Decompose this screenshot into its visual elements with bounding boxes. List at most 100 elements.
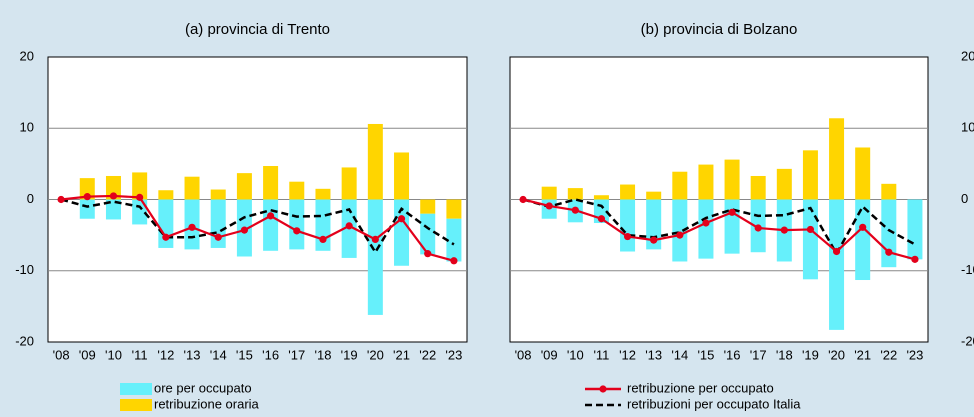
x-tick-label: '20 <box>828 347 845 362</box>
line-marker <box>832 247 841 256</box>
bar: retribuzione oraria <box>158 190 174 200</box>
bar: retribuzione oraria <box>236 173 252 200</box>
y-tick-label: -20 <box>961 333 974 348</box>
bar: ore per occupato <box>802 199 818 280</box>
bar: retribuzione oraria <box>105 175 121 200</box>
x-tick-label: '19 <box>802 347 819 362</box>
x-tick-label: '16 <box>724 347 741 362</box>
bar: ore per occupato <box>724 199 740 254</box>
line-marker <box>240 226 249 234</box>
legend-swatch <box>120 399 152 411</box>
bar: retribuzione oraria <box>541 186 557 200</box>
bar: ore per occupato <box>646 199 662 250</box>
line-marker <box>702 219 710 227</box>
bar: retribuzione oraria <box>184 176 200 200</box>
legend-label: ore per occupato <box>154 380 252 395</box>
y-tick-label: 20 <box>961 48 974 63</box>
bar: ore per occupato <box>132 199 148 225</box>
bar: retribuzione oraria <box>263 166 279 200</box>
x-tick-label: '10 <box>567 347 584 362</box>
x-tick-label: '21 <box>854 347 871 362</box>
line-marker <box>754 224 762 232</box>
bar: retribuzione oraria <box>829 118 845 200</box>
legend-label: retribuzione oraria <box>154 396 260 411</box>
x-tick-label: '11 <box>132 347 148 362</box>
bar: retribuzione oraria <box>855 147 871 200</box>
bar: ore per occupato <box>829 199 845 330</box>
line-marker <box>162 233 170 241</box>
bar: retribuzione oraria <box>672 171 688 200</box>
x-tick-label: '14 <box>671 347 688 362</box>
line-marker <box>109 192 118 200</box>
bar: retribuzione oraria <box>79 178 95 200</box>
bar: retribuzione oraria <box>394 152 410 200</box>
y-tick-label: -10 <box>15 262 34 277</box>
x-tick-label: '20 <box>367 347 384 362</box>
chart-title: (a) provincia di Trento <box>185 21 330 38</box>
x-tick-label: '15 <box>697 347 714 362</box>
x-tick-label: '18 <box>314 347 331 362</box>
x-tick-label: '12 <box>157 347 174 362</box>
bar: ore per occupato <box>420 213 436 255</box>
y-tick-label: -10 <box>961 262 974 277</box>
bar: ore per occupato <box>620 199 636 252</box>
line-marker <box>728 208 736 216</box>
bar: retribuzione oraria <box>593 195 609 200</box>
x-tick-label: '21 <box>393 347 410 362</box>
x-tick-label: '22 <box>419 347 436 362</box>
bar: ore per occupato <box>881 199 897 268</box>
line-marker <box>450 257 458 265</box>
line-marker <box>424 250 432 258</box>
bar: retribuzione oraria <box>646 191 662 200</box>
bar: ore per occupato <box>263 199 279 251</box>
bar: ore per occupato <box>79 199 95 219</box>
line-marker <box>623 232 632 241</box>
bar: ore per occupato <box>315 199 331 251</box>
line-marker <box>676 231 684 239</box>
bar: ore per occupato <box>855 199 871 281</box>
x-tick-label: '19 <box>341 347 358 362</box>
bar: retribuzione oraria <box>210 189 226 200</box>
bar: retribuzione oraria <box>289 181 305 200</box>
line-marker <box>650 236 658 244</box>
line: retribuzione per occupato <box>522 198 916 261</box>
bar: retribuzione oraria <box>698 164 714 200</box>
legend-label: retribuzioni per occupato Italia <box>627 396 801 411</box>
y-tick-label: -20 <box>15 333 34 348</box>
line-marker <box>83 193 91 201</box>
line-marker <box>345 222 353 230</box>
x-tick-label: '23 <box>906 347 923 362</box>
bar: retribuzione oraria <box>750 175 766 200</box>
x-tick-label: '08 <box>515 347 532 362</box>
line-marker <box>214 233 222 241</box>
bar: ore per occupato <box>672 199 688 262</box>
bar: retribuzione oraria <box>446 199 462 219</box>
line-marker <box>780 226 788 234</box>
chart-title: (b) provincia di Bolzano <box>641 21 798 38</box>
bar: ore per occupato <box>446 218 462 262</box>
line-marker <box>397 215 406 223</box>
line-marker <box>806 225 815 234</box>
x-tick-label: '13 <box>645 347 662 362</box>
x-tick-label: '14 <box>210 347 227 362</box>
x-tick-label: '10 <box>105 347 122 362</box>
bar: ore per occupato <box>289 199 305 250</box>
dashed-line: retribuzioni per occupato Italia <box>60 198 455 255</box>
x-tick-label: '12 <box>619 347 636 362</box>
bar: retribuzione oraria <box>724 159 740 200</box>
line-marker <box>571 206 579 214</box>
x-tick-label: '15 <box>236 347 253 362</box>
y-tick-label: 20 <box>20 48 34 63</box>
x-tick-label: '11 <box>593 347 609 362</box>
y-tick-label: 10 <box>961 120 974 135</box>
line: retribuzione per occupato <box>60 194 455 262</box>
x-tick-label: '17 <box>288 347 305 362</box>
bar: retribuzione oraria <box>315 188 331 200</box>
line-marker <box>293 227 301 235</box>
x-tick-label: '13 <box>184 347 201 362</box>
line-marker <box>371 235 379 243</box>
line-marker <box>545 202 553 210</box>
bar: retribuzione oraria <box>881 183 897 200</box>
x-tick-label: '16 <box>262 347 279 362</box>
